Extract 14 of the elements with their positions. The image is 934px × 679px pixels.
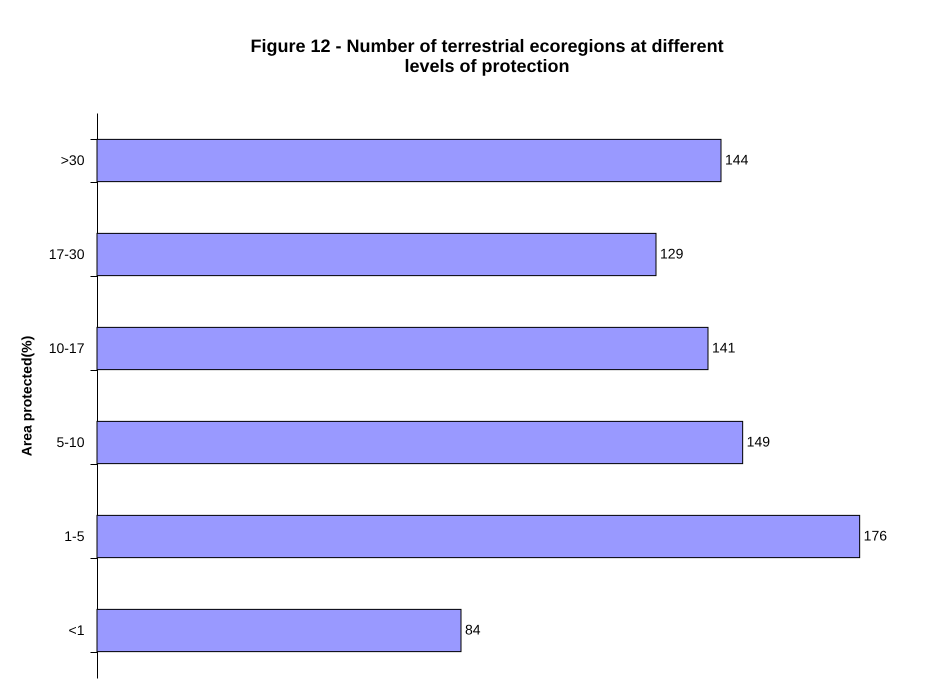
y-tick-label: <1 — [68, 622, 85, 638]
data-label: 176 — [864, 528, 888, 544]
chart-title: Figure 12 - Number of terrestrial ecoregions at different levels of protection — [250, 36, 724, 76]
data-label: 129 — [660, 245, 684, 262]
y-tick-label: 1-5 — [64, 528, 85, 544]
data-label: 144 — [725, 151, 749, 168]
data-label: 141 — [712, 339, 736, 356]
y-tick-label: 17-30 — [48, 246, 85, 262]
y-tick-label: 10-17 — [48, 340, 85, 356]
y-tick-label: >30 — [60, 152, 85, 168]
data-label: 149 — [746, 434, 770, 450]
data-label: 84 — [465, 622, 481, 638]
y-axis-title: Area protected(%) — [18, 336, 35, 456]
y-tick-label: 5-10 — [56, 434, 85, 450]
